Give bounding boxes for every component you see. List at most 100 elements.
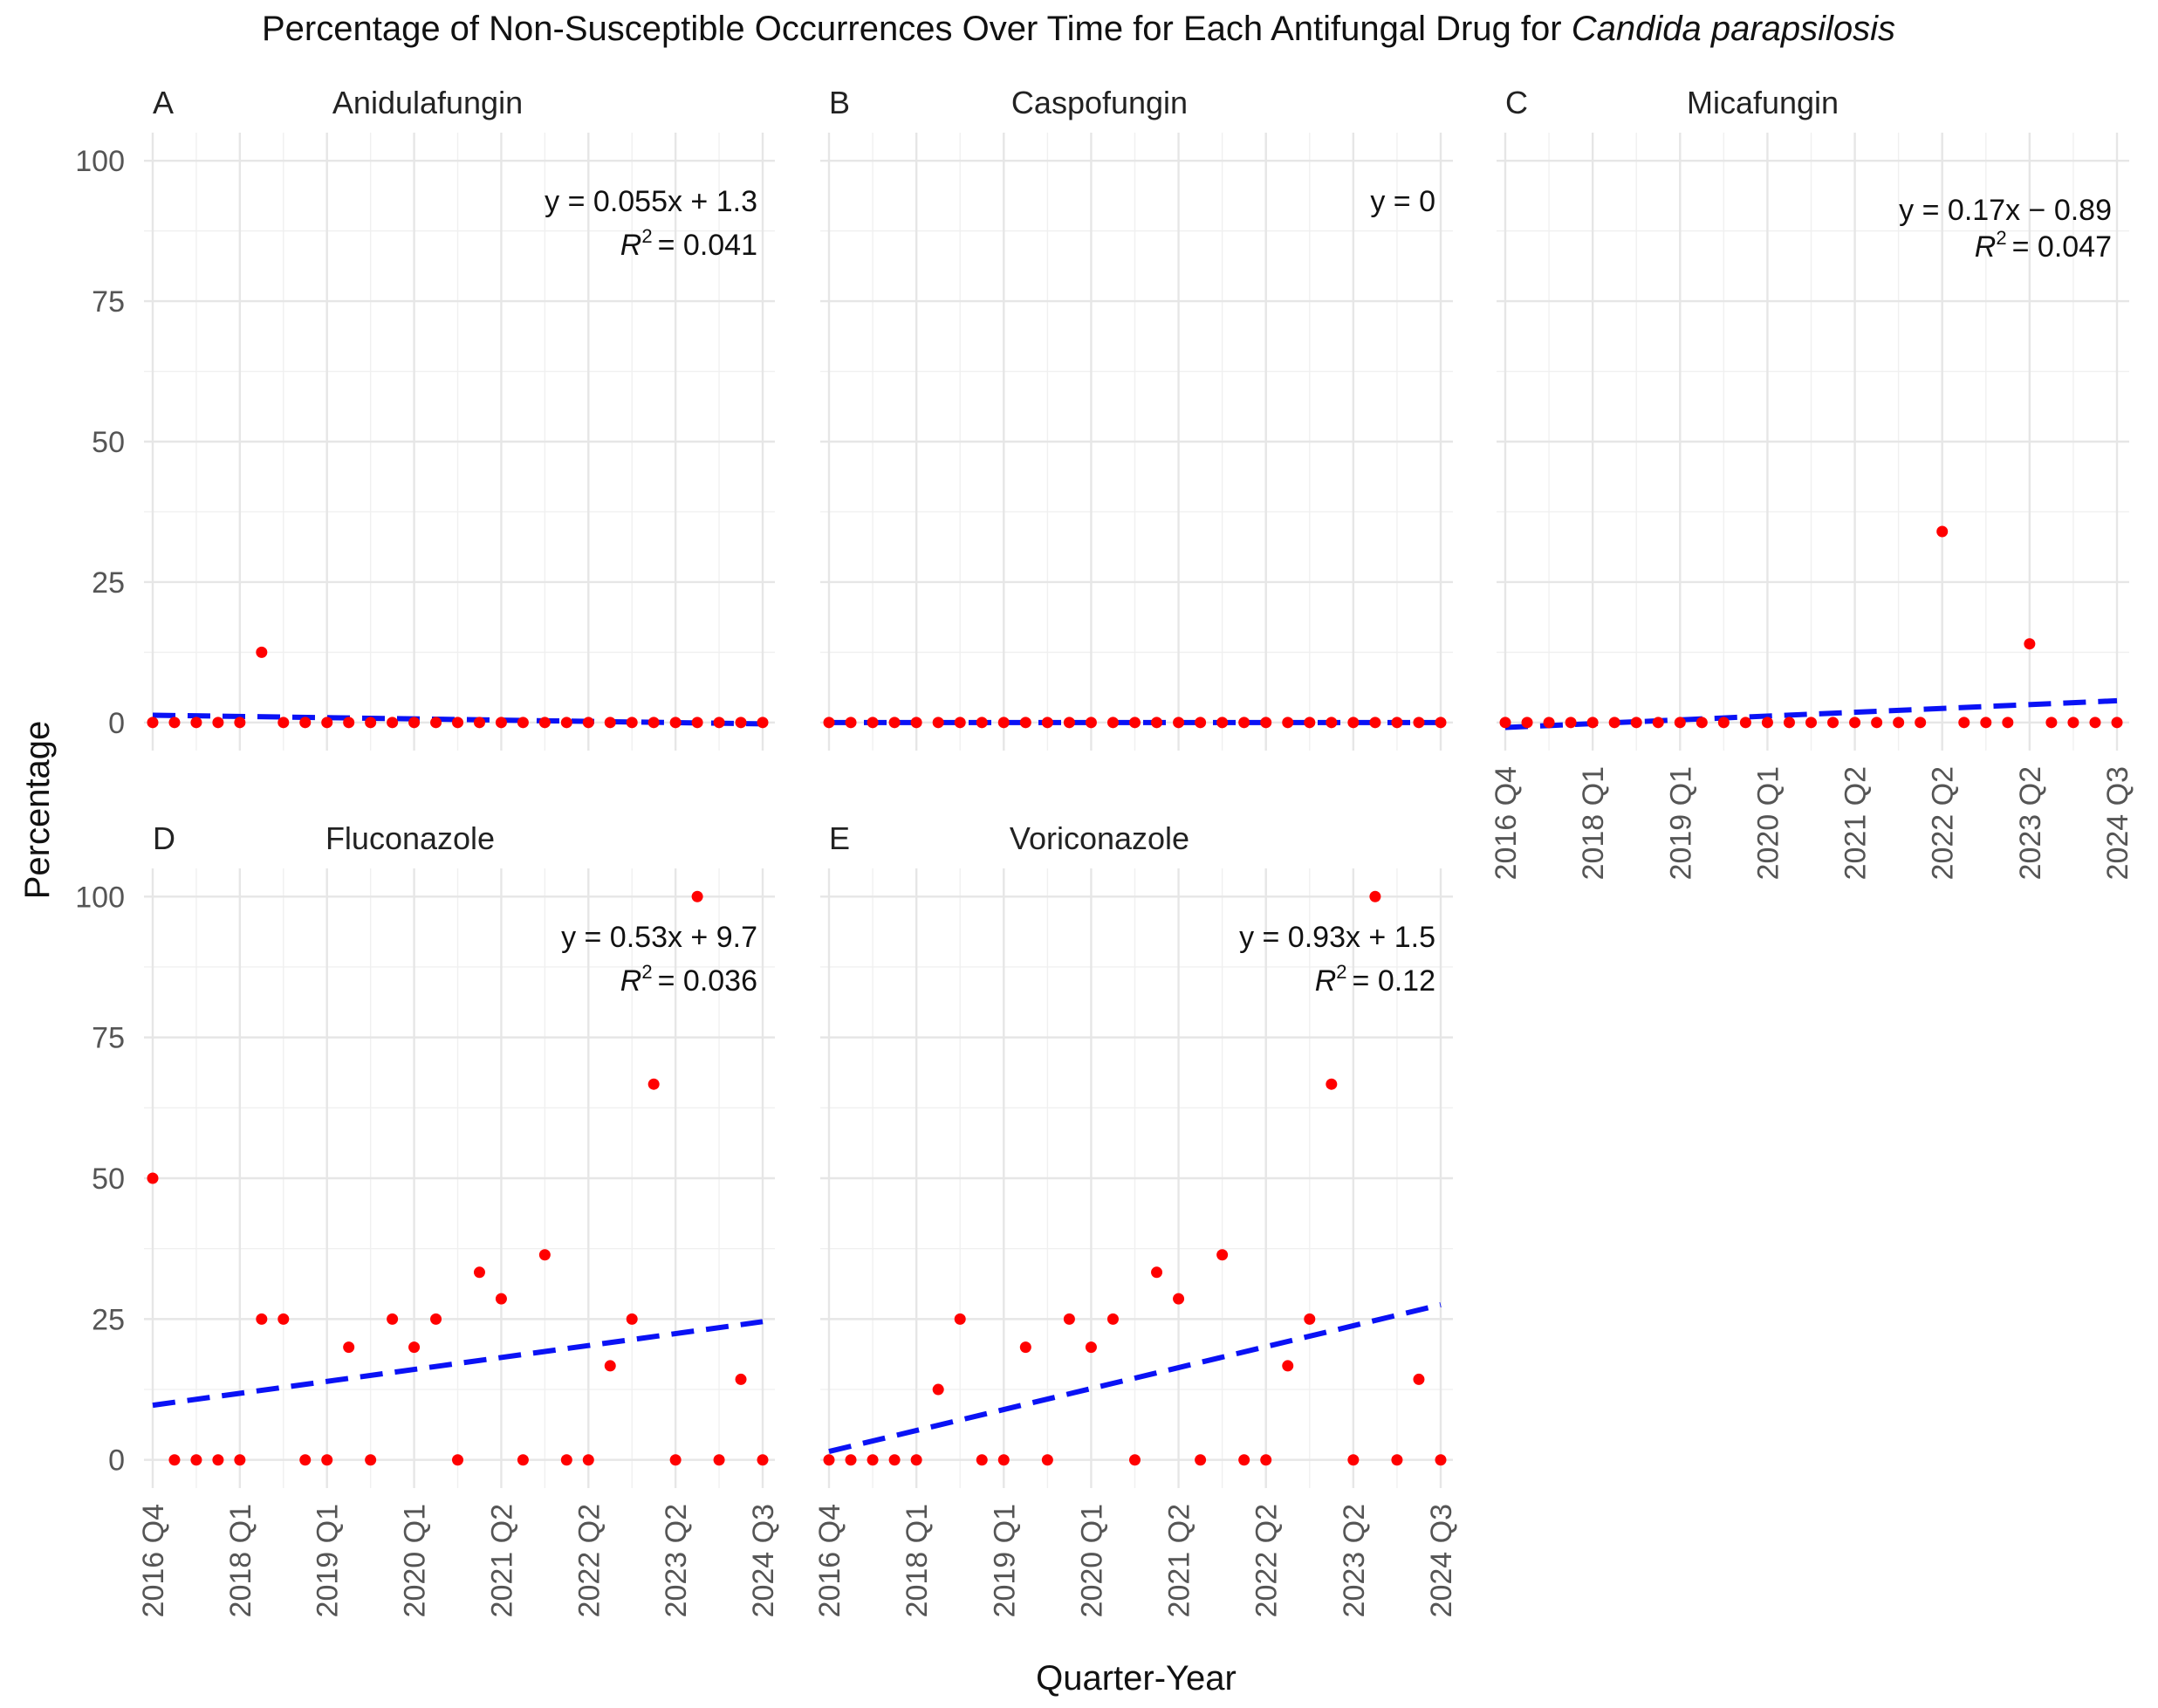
data-point [495, 717, 507, 729]
data-point [647, 717, 660, 729]
data-point [343, 717, 355, 729]
data-point [495, 1293, 507, 1305]
data-point [1630, 717, 1642, 729]
data-point [1696, 717, 1708, 729]
data-point [168, 1454, 181, 1466]
data-point [669, 717, 682, 729]
panel-tag: C [1505, 85, 1528, 120]
data-point [452, 1454, 463, 1466]
y-tick-label: 75 [92, 285, 125, 319]
x-tick-label: 2023 Q2 [660, 1504, 693, 1617]
r-squared-label: R2 = 0.036 [620, 961, 757, 998]
data-point [430, 717, 442, 729]
data-point [1085, 1341, 1097, 1354]
data-point [1041, 717, 1053, 729]
data-point [1871, 717, 1883, 729]
r-squared-label: R2 = 0.047 [1975, 227, 2112, 264]
x-tick-label: 2022 Q2 [1927, 766, 1960, 880]
y-tick-label: 100 [75, 145, 125, 178]
data-point [430, 1313, 442, 1325]
panel-title: Caspofungin [1011, 85, 1188, 120]
data-point [582, 1454, 594, 1466]
data-point [2024, 638, 2036, 650]
panel-tag: B [829, 85, 850, 120]
data-point [321, 717, 333, 729]
data-point [1674, 717, 1686, 729]
panel-d: 0 25 50 75 100 2016 Q4 2018 Q1 2019 Q1 2020 Q1 20… [75, 820, 780, 1617]
y-tick-label: 75 [92, 1022, 125, 1055]
data-point [212, 717, 224, 729]
x-tick-label: 2022 Q2 [1250, 1504, 1284, 1617]
data-point [473, 717, 485, 729]
data-point [190, 717, 202, 729]
data-point [954, 717, 966, 729]
data-point [845, 717, 857, 729]
x-tick-label: 2021 Q2 [485, 1504, 518, 1617]
data-point [538, 717, 551, 729]
x-tick-label: 2020 Q1 [1075, 1504, 1108, 1617]
panel-title: Fluconazole [325, 820, 495, 856]
trend-line [152, 712, 764, 727]
data-point [1129, 1454, 1141, 1466]
data-point [408, 1341, 421, 1354]
data-point [1195, 1454, 1207, 1466]
data-point [1304, 1313, 1316, 1325]
data-point [1216, 1249, 1229, 1261]
data-point [452, 717, 463, 729]
data-point [387, 1313, 399, 1325]
data-point [1608, 717, 1620, 729]
x-tick-label: 2016 Q4 [1490, 766, 1523, 880]
data-point [1761, 717, 1773, 729]
data-point [517, 717, 529, 729]
data-point [1106, 1313, 1119, 1325]
data-point [1195, 717, 1207, 729]
data-point [888, 1454, 901, 1466]
x-tick-label: 2020 Q1 [1751, 766, 1785, 880]
data-point [321, 1454, 333, 1466]
data-point [954, 1313, 966, 1325]
data-point [757, 1454, 769, 1466]
data-point [1391, 1454, 1403, 1466]
y-tick-label: 25 [92, 1303, 125, 1336]
panel-title: Anidulafungin [332, 85, 523, 120]
data-point [1783, 717, 1795, 729]
data-point [757, 717, 769, 729]
data-point [538, 1249, 551, 1261]
data-point [1347, 717, 1360, 729]
figure-title-species: Candida parapsilosis [1572, 10, 1895, 48]
panel-title: Micafungin [1687, 85, 1839, 120]
data-point [867, 717, 879, 729]
x-tick-label: 2018 Q1 [224, 1504, 257, 1617]
data-point [1019, 1341, 1031, 1354]
data-point [823, 717, 835, 729]
data-point [713, 717, 725, 729]
x-tick-label: 2019 Q1 [312, 1504, 345, 1617]
data-point [1893, 717, 1905, 729]
data-point [626, 717, 638, 729]
y-tick-label: 25 [92, 566, 125, 600]
panel-a: 0 25 50 75 100 A Anidulafungin y = 0.055x + 1.3… [75, 85, 775, 751]
data-point [1106, 717, 1119, 729]
r-squared-label: R2 = 0.041 [620, 225, 757, 262]
data-point [626, 1313, 638, 1325]
data-point [910, 1454, 922, 1466]
x-tick-label: 2019 Q1 [1664, 766, 1697, 880]
data-point [1019, 717, 1031, 729]
x-tick-label: 2022 Q2 [572, 1504, 606, 1617]
data-point [1435, 1454, 1447, 1466]
data-point [1565, 717, 1577, 729]
y-tick-label: 50 [92, 1163, 125, 1196]
x-tick-label: 2023 Q2 [1338, 1504, 1371, 1617]
data-point [1413, 717, 1425, 729]
data-point [845, 1454, 857, 1466]
data-point [1326, 1078, 1338, 1090]
x-tick-label: 2018 Q1 [901, 1504, 934, 1617]
data-point [1304, 717, 1316, 729]
data-point [277, 717, 290, 729]
y-tick-label: 0 [108, 707, 125, 740]
data-point [1151, 717, 1163, 729]
trend-line [828, 1302, 1442, 1454]
data-point [2067, 717, 2079, 729]
data-point [1063, 717, 1075, 729]
